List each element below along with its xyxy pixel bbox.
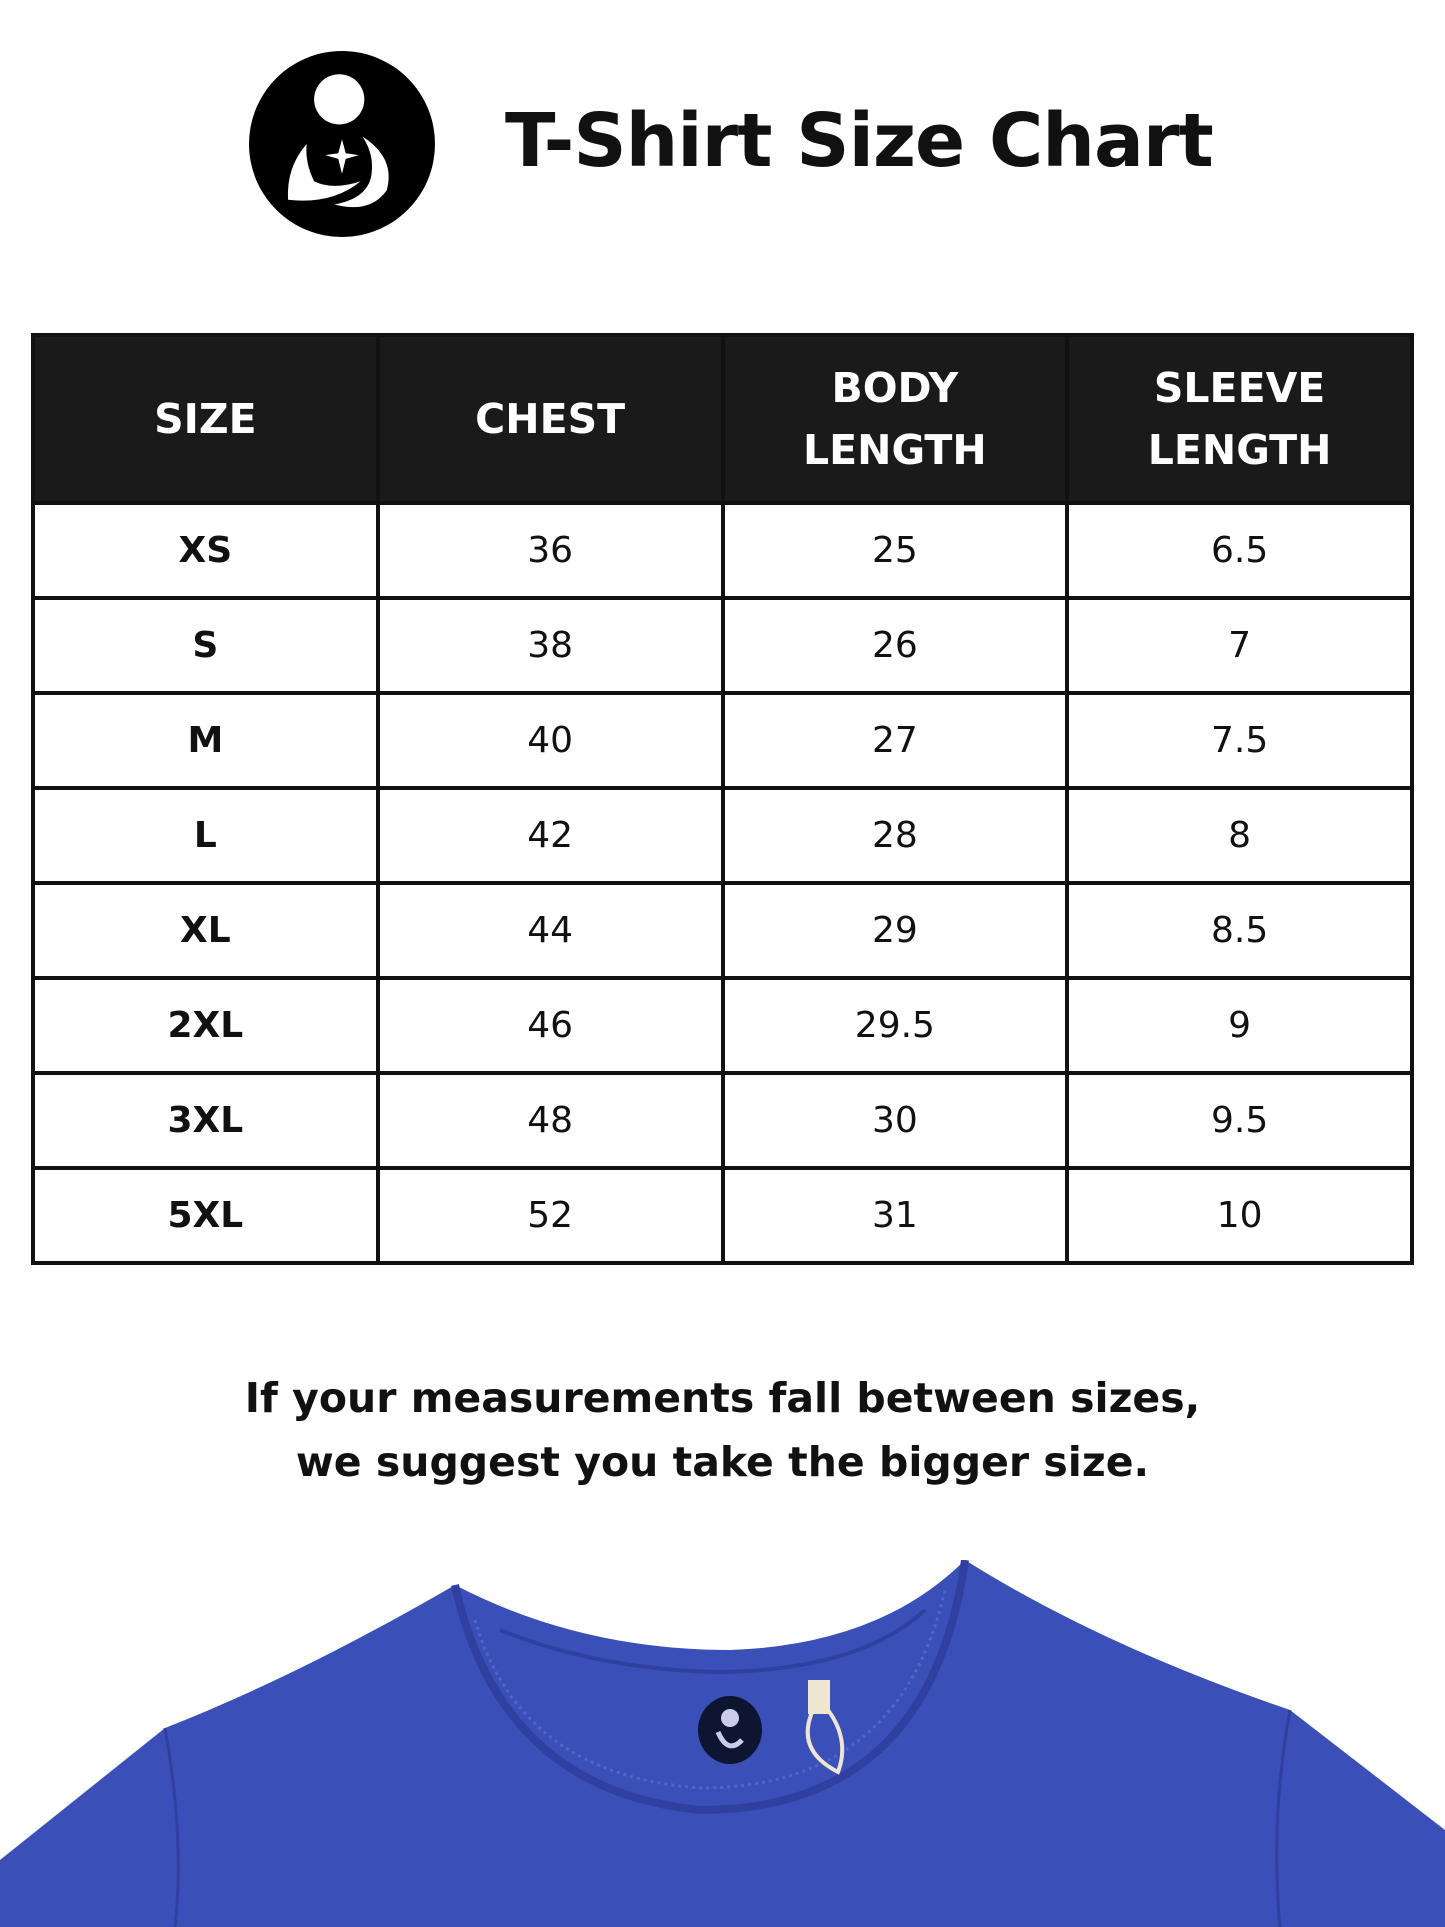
column-header-chest: CHEST: [375, 333, 725, 505]
cell-chest: 52: [375, 1166, 725, 1265]
cell-body-length: 30: [720, 1071, 1070, 1170]
table-row: XL 44 29 8.5: [31, 881, 1414, 980]
cell-size: L: [31, 786, 380, 885]
cell-size: S: [31, 596, 380, 695]
cell-size: XS: [31, 501, 380, 600]
column-header-size: SIZE: [31, 333, 380, 505]
cell-chest: 44: [375, 881, 725, 980]
cell-sleeve-length: 8: [1065, 786, 1414, 885]
cell-body-length: 26: [720, 596, 1070, 695]
cell-sleeve-length: 6.5: [1065, 501, 1414, 600]
cell-sleeve-length: 7.5: [1065, 691, 1414, 790]
cell-sleeve-length: 9: [1065, 976, 1414, 1075]
table-row: S 38 26 7: [31, 596, 1414, 695]
table-row: 2XL 46 29.5 9: [31, 976, 1414, 1075]
cell-sleeve-length: 10: [1065, 1166, 1414, 1265]
table-row: 3XL 48 30 9.5: [31, 1071, 1414, 1170]
cell-sleeve-length: 8.5: [1065, 881, 1414, 980]
table-row: 5XL 52 31 10: [31, 1166, 1414, 1265]
table-row: XS 36 25 6.5: [31, 501, 1414, 600]
sizing-note: If your measurements fall between sizes,…: [0, 1366, 1445, 1494]
cell-size: 2XL: [31, 976, 380, 1075]
cell-chest: 46: [375, 976, 725, 1075]
cell-chest: 48: [375, 1071, 725, 1170]
size-chart-table: SIZE CHEST BODY LENGTH SLEEVE LENGTH XS 3…: [31, 333, 1414, 1265]
cell-body-length: 27: [720, 691, 1070, 790]
cell-size: XL: [31, 881, 380, 980]
cell-sleeve-length: 9.5: [1065, 1071, 1414, 1170]
cell-body-length: 25: [720, 501, 1070, 600]
t-shirt-image: [0, 1560, 1445, 1927]
column-header-sleeve-length: SLEEVE LENGTH: [1065, 333, 1414, 505]
table-row: L 42 28 8: [31, 786, 1414, 885]
cell-sleeve-length: 7: [1065, 596, 1414, 695]
table-row: M 40 27 7.5: [31, 691, 1414, 790]
cell-size: 3XL: [31, 1071, 380, 1170]
table-header-row: SIZE CHEST BODY LENGTH SLEEVE LENGTH: [31, 333, 1414, 505]
note-line-2: we suggest you take the bigger size.: [295, 1438, 1150, 1486]
cell-size: 5XL: [31, 1166, 380, 1265]
cell-chest: 38: [375, 596, 725, 695]
note-line-1: If your measurements fall between sizes,: [244, 1374, 1201, 1422]
mother-child-logo-icon: [249, 51, 435, 237]
cell-body-length: 29.5: [720, 976, 1070, 1075]
cell-chest: 40: [375, 691, 725, 790]
column-header-body-length: BODY LENGTH: [720, 333, 1070, 505]
page-title: T-Shirt Size Chart: [505, 98, 1214, 184]
cell-body-length: 29: [720, 881, 1070, 980]
cell-size: M: [31, 691, 380, 790]
cell-body-length: 31: [720, 1166, 1070, 1265]
cell-chest: 42: [375, 786, 725, 885]
cell-chest: 36: [375, 501, 725, 600]
cell-body-length: 28: [720, 786, 1070, 885]
